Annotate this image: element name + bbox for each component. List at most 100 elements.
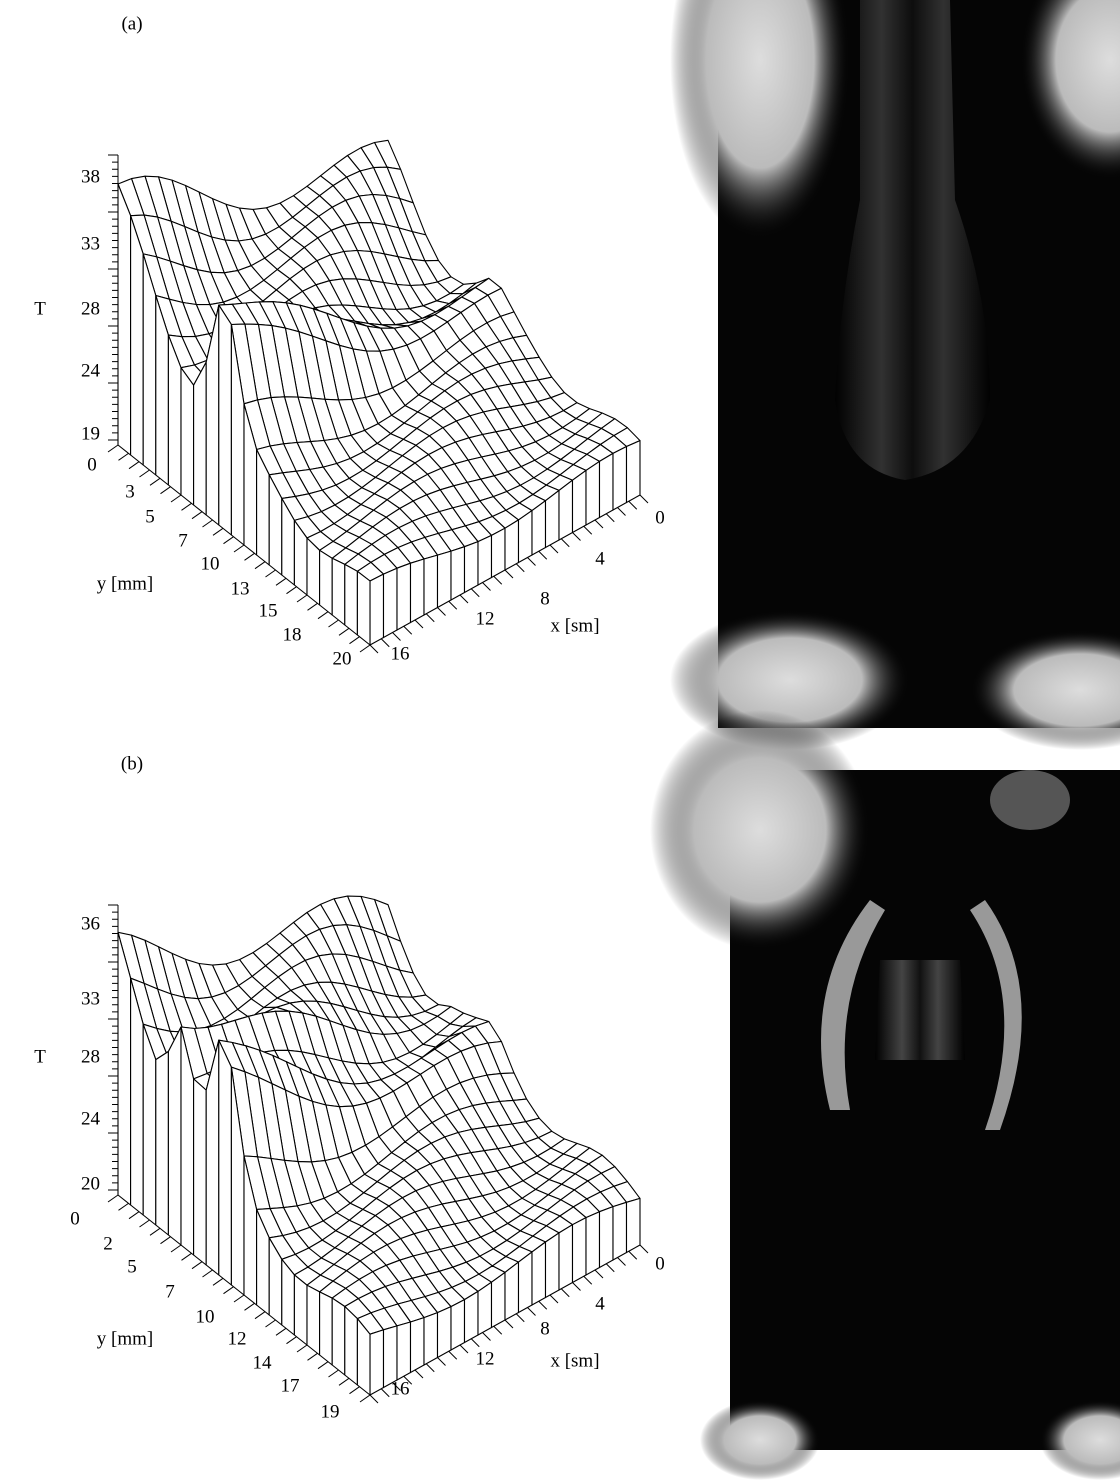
y-axis-minor-tick xyxy=(140,1220,150,1227)
y-axis-minor-tick xyxy=(150,1228,160,1235)
y-axis-minor-tick xyxy=(108,445,118,452)
z-axis-title: T xyxy=(34,298,46,319)
surface-wall xyxy=(219,305,232,535)
y-axis-minor-tick xyxy=(350,1387,360,1394)
x-axis-minor-tick xyxy=(595,1270,603,1278)
surface-wall xyxy=(505,1262,519,1320)
y-axis-minor-tick xyxy=(276,578,286,585)
z-tick-label: 36 xyxy=(81,913,100,934)
surface-wall xyxy=(370,574,384,645)
y-axis-minor-tick xyxy=(360,1395,370,1402)
y-axis-minor-tick xyxy=(266,1320,276,1327)
x-axis-minor-tick xyxy=(370,645,378,653)
surface-wall xyxy=(118,932,131,1205)
z-tick-label: 38 xyxy=(81,166,100,187)
surface-wall xyxy=(478,535,492,585)
surface-wall xyxy=(586,461,600,525)
surface-wall xyxy=(332,558,345,625)
surface-wall xyxy=(424,1313,438,1365)
z-tick-label: 28 xyxy=(81,1046,100,1067)
x-axis-minor-tick xyxy=(640,495,648,503)
surface-plot: (a)Ty [mm]x [sm]383328241903571013151820… xyxy=(34,13,665,669)
y-axis-minor-tick xyxy=(255,562,265,569)
x-axis-minor-tick xyxy=(550,1295,558,1303)
x-axis-minor-tick xyxy=(404,626,412,634)
x-axis-minor-tick xyxy=(471,589,479,597)
surface-wall xyxy=(519,1252,533,1313)
y-axis-minor-tick xyxy=(161,1237,171,1244)
x-axis-minor-tick xyxy=(550,545,558,553)
surface-wall xyxy=(370,1330,384,1395)
y-axis-minor-tick xyxy=(203,1270,213,1277)
surface-wall xyxy=(478,1282,492,1335)
surface-wall xyxy=(294,1275,307,1345)
y-tick-label: 14 xyxy=(253,1352,273,1373)
y-axis-minor-tick xyxy=(203,520,213,527)
y-tick-label: 12 xyxy=(228,1328,247,1349)
surface-wall xyxy=(424,555,438,615)
y-axis-minor-tick xyxy=(287,587,297,594)
z-tick-label: 33 xyxy=(81,233,100,254)
surface-wall xyxy=(411,1318,425,1373)
y-axis-minor-tick xyxy=(129,1212,139,1219)
y-tick-label: 18 xyxy=(283,624,302,645)
y-tick-label: 0 xyxy=(87,454,97,475)
y-axis-minor-tick xyxy=(192,1262,202,1269)
z-tick-label: 28 xyxy=(81,298,100,319)
x-axis-minor-tick xyxy=(426,614,434,622)
y-tick-label: 7 xyxy=(178,530,188,551)
y-axis-minor-tick xyxy=(266,570,276,577)
y-tick-label: 2 xyxy=(103,1233,113,1254)
x-axis-minor-tick xyxy=(516,1314,524,1322)
y-axis-minor-tick xyxy=(360,645,370,652)
x-axis-minor-tick xyxy=(539,551,547,559)
x-axis-minor-tick xyxy=(561,539,569,547)
y-tick-label: 0 xyxy=(70,1208,80,1229)
surface-wall xyxy=(519,511,533,563)
z-axis-title: T xyxy=(34,1046,46,1067)
x-tick-label: 4 xyxy=(595,548,605,569)
y-tick-label: 19 xyxy=(321,1401,340,1422)
y-axis-minor-tick xyxy=(318,1362,328,1369)
z-tick-label: 20 xyxy=(81,1173,100,1194)
surface-wall xyxy=(627,441,641,503)
x-axis-minor-tick xyxy=(528,1308,536,1316)
surface-wall xyxy=(219,1040,232,1285)
photo-b xyxy=(650,710,1120,1480)
x-axis-minor-tick xyxy=(460,595,468,603)
surface-wall xyxy=(492,1272,506,1327)
x-axis-minor-tick xyxy=(460,1345,468,1353)
surface-wall xyxy=(118,184,131,455)
page: {"panels": [ {"label": "(a)", "z_axis": … xyxy=(0,0,1120,1481)
y-tick-label: 7 xyxy=(165,1281,175,1302)
surface-wall xyxy=(194,362,207,515)
y-axis-minor-tick xyxy=(234,545,244,552)
x-axis-minor-tick xyxy=(629,1251,637,1259)
surface-wall xyxy=(559,1225,573,1290)
x-axis-minor-tick xyxy=(573,1283,581,1291)
surface-wall xyxy=(451,547,465,600)
x-axis-minor-tick xyxy=(494,576,502,584)
y-axis-minor-tick xyxy=(255,1312,265,1319)
x-tick-label: 0 xyxy=(655,1253,665,1274)
x-axis-minor-tick xyxy=(505,1320,513,1328)
y-axis-minor-tick xyxy=(234,1295,244,1302)
surface-wall xyxy=(411,559,425,623)
x-axis-minor-tick xyxy=(426,1364,434,1372)
surface-wall xyxy=(320,550,333,615)
x-axis-minor-tick xyxy=(606,514,614,522)
panel-label: (b) xyxy=(121,753,143,774)
x-axis-minor-tick xyxy=(629,501,637,509)
x-tick-label: 8 xyxy=(540,1318,550,1339)
surface-wall xyxy=(397,563,411,630)
surface-wall xyxy=(546,1233,560,1298)
surface-wall xyxy=(168,1027,181,1245)
x-tick-label: 12 xyxy=(476,1348,495,1369)
surface-wall xyxy=(332,1298,345,1375)
x-axis-minor-tick xyxy=(606,1264,614,1272)
y-axis-minor-tick xyxy=(245,1303,255,1310)
surface-wall xyxy=(131,216,144,465)
x-axis-minor-tick xyxy=(561,1289,569,1297)
x-axis-minor-tick xyxy=(584,1276,592,1284)
y-axis-minor-tick xyxy=(161,487,171,494)
